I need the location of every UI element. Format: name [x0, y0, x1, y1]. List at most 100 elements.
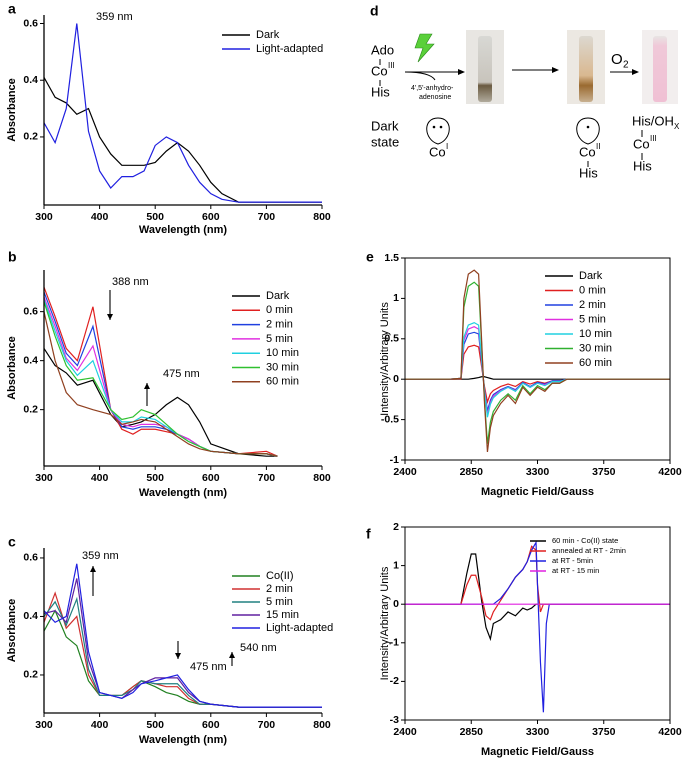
data-line: [44, 23, 322, 203]
arrow-head: [632, 69, 639, 75]
panel-label: c: [8, 534, 16, 550]
x-tick-label: 800: [313, 211, 331, 223]
y-tick-label: 0.6: [23, 17, 38, 29]
legend-label: 10 min: [579, 328, 612, 340]
diagram-panel: d Ado Co III His 4',5'-anhydro- adenosin…: [370, 3, 680, 181]
chart-panel: b 300 400 500 600 700 800 0.2 0.4 0.6 Wavelength (…: [6, 249, 331, 499]
tube: [579, 36, 593, 102]
panel-label: a: [8, 1, 16, 17]
arrow-head: [458, 69, 465, 75]
y-axis-title: Intensity/Arbitrary Units: [379, 302, 391, 416]
x-tick-label: 500: [146, 719, 164, 731]
caption: state: [371, 134, 399, 149]
legend-label: 60 min: [266, 376, 299, 388]
x-axis-title: Magnetic Field/Gauss: [481, 746, 594, 758]
oxidation-state: III: [650, 134, 657, 143]
y-tick-label: -1: [390, 454, 399, 466]
legend-label: at RT - 15 min: [552, 566, 599, 575]
x-tick-label: 600: [202, 211, 220, 223]
arrow-head: [552, 67, 559, 73]
legend-label: 30 min: [266, 361, 299, 373]
arrow-head: [144, 383, 150, 389]
legend-label: 30 min: [579, 342, 612, 354]
legend-label: 5 min: [266, 596, 293, 608]
x-axis-title: Wavelength (nm): [139, 224, 228, 236]
legend-label: 60 min: [579, 357, 612, 369]
panel-label: f: [366, 526, 371, 542]
electron: [586, 125, 590, 129]
x-tick-label: 4200: [658, 726, 682, 738]
x-tick-label: 3750: [592, 726, 616, 738]
light-icon: [414, 33, 435, 63]
plot-area: [44, 286, 278, 457]
legend-label: 2 min: [579, 299, 606, 311]
legend-label: annealed at RT - 2min: [552, 546, 626, 555]
oxidation-state: III: [388, 61, 395, 70]
y-tick-label: 0.4: [23, 610, 38, 622]
y-tick-label: 2: [393, 521, 399, 533]
arrow-head: [107, 314, 113, 320]
x-tick-label: 700: [258, 211, 276, 223]
legend-label: 10 min: [266, 347, 299, 359]
data-line: [44, 286, 278, 457]
y-tick-label: -1: [390, 637, 399, 649]
annotation: 388 nm: [112, 276, 149, 288]
chart-panel: e 2400 2850 3300 3750 4200 -1 -0.5 0 0.5 1 1.5 Magne…: [366, 249, 682, 498]
x-axis-title: Wavelength (nm): [139, 487, 228, 499]
panel-label: d: [370, 3, 379, 19]
orbital: [426, 117, 450, 145]
y-axis-title: Absorbance: [6, 78, 18, 142]
data-line: [405, 269, 670, 452]
chart-panel: c 300 400 500 600 700 800 0.2 0.4 0.6 Wavelength (…: [6, 534, 333, 746]
x-tick-label: 300: [35, 211, 53, 223]
electron: [439, 125, 443, 129]
tube: [478, 36, 492, 102]
x-tick-label: 600: [202, 719, 220, 731]
y-tick-label: -2: [390, 675, 399, 687]
chart-panel: a 300 400 500 600 700 800 0.2 0.4 0.6 Wavelength (…: [6, 1, 331, 236]
legend-label: 2 min: [266, 319, 293, 331]
plot-area: [44, 23, 322, 203]
data-line: [44, 311, 278, 457]
data-line: [44, 296, 278, 457]
legend-label: at RT - 5min: [552, 556, 593, 565]
legend-label: 2 min: [266, 583, 293, 595]
reaction-arrow: [404, 71, 463, 81]
reagent-label: adenosine: [419, 94, 451, 101]
y-tick-label: -3: [390, 714, 399, 726]
metal-label: Co: [371, 63, 388, 78]
y-tick-label: 0.5: [384, 333, 399, 345]
y-tick-label: 1.5: [384, 252, 399, 264]
y-tick-label: 1: [393, 559, 399, 571]
y-tick-label: 0.6: [23, 552, 38, 564]
data-line: [44, 77, 322, 203]
legend-label: 15 min: [266, 609, 299, 621]
y-tick-label: 0.4: [23, 74, 38, 86]
y-tick-label: 0.2: [23, 131, 38, 143]
x-tick-label: 500: [146, 211, 164, 223]
legend-label: Dark: [579, 270, 603, 282]
caption: Dark: [371, 118, 399, 133]
legend-label: 5 min: [579, 313, 606, 325]
legend-label: 0 min: [266, 304, 293, 316]
y-tick-label: 0: [393, 598, 399, 610]
x-tick-label: 800: [313, 472, 331, 484]
x-tick-label: 600: [202, 472, 220, 484]
metal-label: Co: [429, 144, 446, 159]
annotation: 475 nm: [163, 368, 200, 380]
y-axis-title: Absorbance: [6, 336, 18, 400]
y-tick-label: 0.2: [23, 403, 38, 415]
y-tick-label: 0.4: [23, 354, 38, 366]
data-line: [405, 281, 670, 444]
y-tick-label: 1: [393, 292, 399, 304]
x-axis-title: Wavelength (nm): [139, 734, 228, 746]
panel-label: b: [8, 249, 17, 265]
x-tick-label: 2400: [393, 726, 417, 738]
x-tick-label: 4200: [658, 466, 682, 478]
annotation: 540 nm: [240, 642, 277, 654]
x-tick-label: 3300: [526, 726, 550, 738]
data-line: [405, 321, 670, 418]
chart-panel: f 2400 2850 3300 3750 4200 -3 -2 -1 0 1 2 Magnetic F…: [366, 521, 682, 758]
legend-label: Dark: [266, 290, 290, 302]
